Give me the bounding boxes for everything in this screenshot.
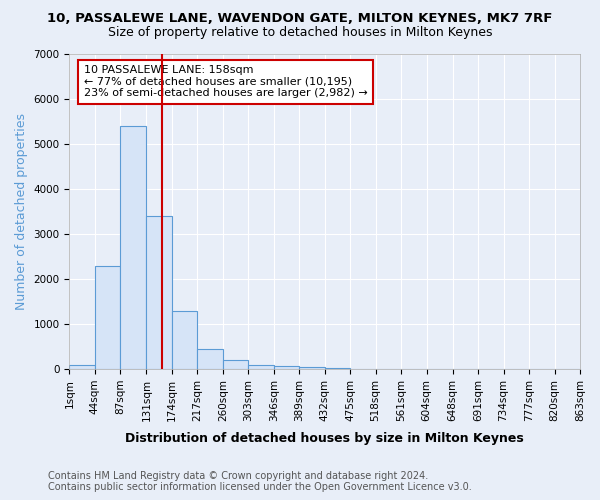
Bar [70, 366, 95, 369]
Bar [95, 266, 121, 369]
Text: 10, PASSALEWE LANE, WAVENDON GATE, MILTON KEYNES, MK7 7RF: 10, PASSALEWE LANE, WAVENDON GATE, MILTO… [47, 12, 553, 26]
Bar [197, 349, 223, 369]
Bar [299, 367, 325, 369]
Bar [248, 364, 274, 369]
Bar [325, 368, 350, 369]
Bar [146, 216, 172, 369]
Bar [223, 360, 248, 369]
Bar [274, 366, 299, 369]
Bar [121, 126, 146, 369]
Bar [172, 310, 197, 369]
Text: Contains HM Land Registry data © Crown copyright and database right 2024.
Contai: Contains HM Land Registry data © Crown c… [48, 471, 472, 492]
Y-axis label: Number of detached properties: Number of detached properties [15, 113, 28, 310]
Text: Size of property relative to detached houses in Milton Keynes: Size of property relative to detached ho… [108, 26, 492, 39]
Text: 10 PASSALEWE LANE: 158sqm
← 77% of detached houses are smaller (10,195)
23% of s: 10 PASSALEWE LANE: 158sqm ← 77% of detac… [83, 66, 367, 98]
X-axis label: Distribution of detached houses by size in Milton Keynes: Distribution of detached houses by size … [125, 432, 524, 445]
